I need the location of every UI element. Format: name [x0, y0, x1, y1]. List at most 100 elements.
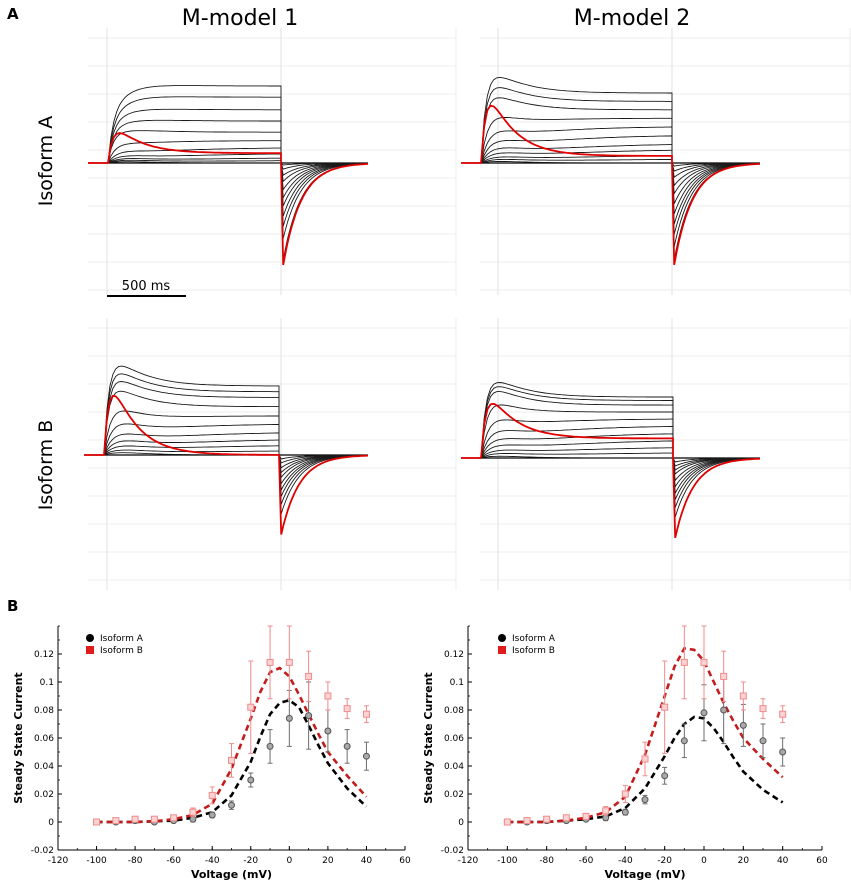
data-point-isoform-b — [208, 791, 216, 799]
y-tick-label: 0.04 — [444, 762, 464, 772]
data-point-isoform-b — [131, 815, 139, 823]
data-point-isoform-a — [779, 748, 787, 756]
x-tick-label: -120 — [48, 856, 69, 866]
current-trace — [84, 373, 368, 515]
data-point-isoform-a — [739, 721, 747, 729]
current-trace — [88, 130, 368, 206]
col-title-m-model-1: M-model 1 — [181, 6, 299, 31]
legend-marker-isoform-a — [86, 634, 94, 642]
y-tick-label: 0.1 — [40, 678, 54, 688]
current-trace — [461, 433, 760, 482]
x-tick-label: -60 — [579, 856, 594, 866]
data-point-isoform-b — [621, 790, 629, 798]
data-point-isoform-b — [266, 658, 274, 666]
data-point-isoform-b — [93, 818, 101, 826]
data-point-isoform-b — [582, 812, 590, 820]
x-tick-label: 20 — [738, 856, 750, 866]
data-point-isoform-a — [247, 776, 255, 784]
current-trace — [461, 391, 761, 508]
x-tick-label: 20 — [322, 856, 334, 866]
data-point-isoform-b — [720, 672, 728, 680]
x-tick-label: -20 — [243, 856, 258, 866]
x-tick-label: -40 — [205, 856, 220, 866]
y-tick-label: 0.04 — [34, 762, 54, 772]
trace-panel-m2-isoB — [461, 318, 851, 590]
data-point-isoform-a — [621, 808, 629, 816]
legend-marker-isoform-a — [498, 634, 506, 642]
data-point-isoform-a — [661, 772, 669, 780]
current-trace — [88, 108, 368, 227]
data-point-isoform-b — [189, 808, 197, 816]
data-point-isoform-a — [324, 727, 332, 735]
data-point-isoform-b — [503, 818, 511, 826]
trace-panel-m1-isoA — [88, 28, 457, 295]
current-trace-highlight — [84, 394, 369, 535]
data-point-isoform-b — [661, 703, 669, 711]
x-tick-label: 40 — [361, 856, 373, 866]
x-tick-label: -120 — [458, 856, 479, 866]
y-tick-label: 0.08 — [444, 706, 464, 716]
y-tick-label: 0.02 — [444, 790, 464, 800]
x-axis-label: Voltage (mV) — [604, 868, 685, 881]
y-tick-label: 0.12 — [34, 650, 54, 660]
data-point-isoform-b — [324, 692, 332, 700]
legend-label: Isoform A — [100, 634, 144, 644]
data-point-isoform-a — [228, 801, 235, 809]
current-trace-highlight — [461, 104, 761, 265]
data-point-isoform-a — [189, 815, 197, 823]
panel-a-label: A — [7, 5, 19, 23]
legend-marker-isoform-b — [86, 646, 94, 654]
data-point-isoform-a — [266, 742, 274, 750]
data-point-isoform-b — [228, 756, 235, 764]
x-tick-label: -60 — [166, 856, 181, 866]
current-trace — [84, 381, 368, 505]
current-trace — [461, 404, 760, 500]
trace-panel-m1-isoB — [84, 318, 457, 590]
current-trace — [461, 135, 761, 204]
current-trace — [88, 119, 368, 217]
legend-label: Isoform A — [512, 634, 556, 644]
data-point-isoform-a — [362, 752, 370, 760]
y-tick-label: 0 — [48, 818, 54, 828]
y-tick-label: 0.06 — [34, 734, 54, 744]
data-point-isoform-b — [759, 705, 767, 713]
data-point-isoform-b — [112, 817, 120, 825]
data-point-isoform-a — [285, 714, 293, 722]
data-point-isoform-b — [562, 814, 570, 822]
data-point-isoform-b — [247, 703, 255, 711]
x-tick-label: 0 — [701, 856, 707, 866]
data-point-isoform-a — [602, 814, 610, 822]
data-point-isoform-b — [543, 815, 551, 823]
y-tick-label: -0.02 — [441, 846, 464, 856]
data-point-isoform-b — [305, 672, 313, 680]
x-axis-label: Voltage (mV) — [191, 868, 272, 881]
data-point-isoform-a — [680, 737, 688, 745]
y-tick-label: 0.06 — [444, 734, 464, 744]
y-tick-label: 0.12 — [444, 650, 464, 660]
data-point-isoform-a — [641, 796, 649, 804]
current-trace — [461, 97, 761, 235]
x-tick-label: 60 — [816, 856, 828, 866]
y-tick-label: 0 — [458, 818, 464, 828]
current-trace-highlight — [461, 402, 761, 539]
current-trace — [461, 426, 760, 489]
data-point-isoform-a — [700, 709, 708, 717]
data-point-isoform-b — [700, 658, 708, 666]
data-point-isoform-b — [739, 692, 747, 700]
y-tick-label: -0.02 — [31, 846, 54, 856]
data-point-isoform-b — [680, 658, 688, 666]
x-tick-label: -80 — [539, 856, 554, 866]
x-tick-label: 40 — [777, 856, 789, 866]
legend-marker-isoform-b — [498, 646, 506, 654]
data-point-isoform-a — [720, 706, 728, 714]
y-axis-label: Steady State Current — [12, 672, 25, 803]
x-tick-label: -100 — [86, 856, 107, 866]
data-point-isoform-b — [602, 807, 610, 815]
current-trace — [88, 153, 368, 183]
data-point-isoform-a — [208, 811, 216, 819]
model-curve — [96, 698, 368, 824]
current-trace — [461, 87, 761, 247]
x-tick-label: 60 — [399, 856, 411, 866]
trace-panels: 500 ms — [84, 28, 851, 590]
data-point-isoform-b — [285, 658, 293, 666]
